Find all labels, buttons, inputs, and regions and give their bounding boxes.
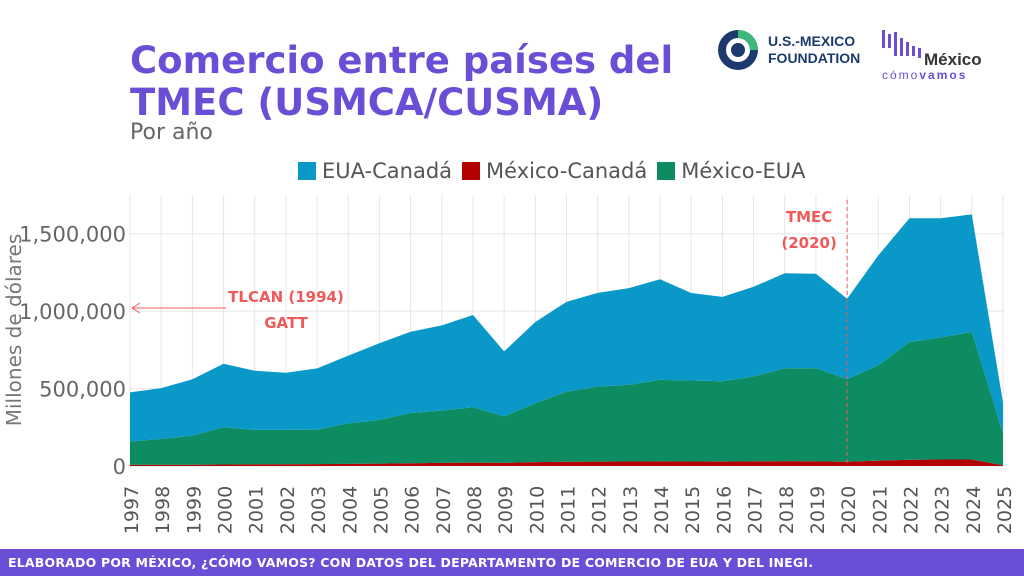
x-tick-label: 2016 — [713, 486, 735, 534]
legend-item-mexico-canada[interactable]: México-Canadá — [462, 159, 647, 183]
annotation-tmec-year: (2020) — [781, 234, 836, 252]
us-mexico-foundation-logo: U.S.-MEXICO FOUNDATION — [716, 28, 860, 72]
x-tick-label: 2022 — [900, 486, 922, 534]
x-tick-label: 2014 — [651, 486, 673, 534]
x-tick-label: 2013 — [620, 486, 642, 534]
usmx-logo-line1: U.S.-MEXICO — [768, 33, 856, 49]
tlcan-arrow-head — [131, 302, 141, 314]
area-mexico-canada — [130, 459, 1003, 466]
mcv-logo-sub-b: vamos — [919, 68, 968, 82]
x-tick-label: 2019 — [807, 486, 829, 534]
x-tick-label: 2024 — [963, 486, 985, 534]
legend-swatch-eua-canada — [298, 162, 316, 180]
legend-label-mexico-eua: México-EUA — [681, 159, 806, 183]
page-subtitle: Por año — [130, 120, 213, 145]
x-tick-label: 2005 — [370, 486, 392, 534]
x-tick-label: 2012 — [589, 486, 611, 534]
legend-label-mexico-canada: México-Canadá — [486, 159, 648, 183]
x-tick-label: 1998 — [152, 486, 174, 534]
chart-legend: EUA-Canadá México-Canadá México-EUA — [298, 157, 816, 185]
x-tick-label: 2009 — [495, 486, 517, 534]
x-tick-label: 2011 — [558, 486, 580, 534]
x-tick-label: 2000 — [215, 486, 237, 534]
area-mexico-eua — [130, 332, 1003, 466]
y-tick-label: 1,500,000 — [19, 223, 126, 247]
mcv-logo-sub: cómovamos — [882, 68, 967, 82]
x-tick-label: 2020 — [838, 486, 860, 534]
legend-item-mexico-eua[interactable]: México-EUA — [657, 159, 806, 183]
x-tick-label: 2010 — [526, 486, 548, 534]
x-tick-label: 2004 — [339, 486, 361, 534]
usmx-logo-line2: FOUNDATION — [768, 50, 861, 66]
page-title: Comercio entre países del TMEC (USMCA/CU… — [130, 39, 674, 124]
x-tick-label: 2003 — [308, 486, 330, 534]
y-tick-label: 500,000 — [39, 378, 126, 402]
x-tick-label: 2001 — [246, 486, 268, 534]
y-tick-label: 1,000,000 — [19, 300, 126, 324]
mexico-como-vamos-bars-icon — [882, 30, 921, 58]
annotation-gatt: GATT — [264, 314, 308, 332]
legend-label-eua-canada: EUA-Canadá — [322, 159, 453, 183]
x-tick-label: 2017 — [745, 486, 767, 534]
annotation-tmec: TMEC — [786, 208, 832, 226]
legend-swatch-mexico-canada — [462, 162, 481, 180]
legend-swatch-mexico-eua — [657, 162, 676, 180]
x-tick-label: 2021 — [869, 486, 891, 534]
source-footer: ELABORADO POR MÉXICO, ¿CÓMO VAMOS? CON D… — [0, 549, 1024, 576]
area-eua-canada — [130, 214, 1003, 442]
x-tick-label: 2007 — [433, 486, 455, 534]
legend-item-eua-canada[interactable]: EUA-Canadá — [298, 159, 452, 183]
x-tick-label: 2006 — [402, 486, 424, 534]
y-axis-label: Millones de dólares — [2, 234, 26, 427]
y-tick-label: 0 — [113, 455, 126, 479]
x-tick-label: 2015 — [682, 486, 704, 534]
x-tick-label: 2002 — [277, 486, 299, 534]
x-tick-label: 2008 — [464, 486, 486, 534]
x-tick-label: 2023 — [932, 486, 954, 534]
x-tick-label: 1997 — [121, 486, 143, 534]
annotation-tlcan: TLCAN (1994) — [228, 288, 344, 306]
mcv-logo-name: México — [924, 50, 982, 69]
us-mexico-foundation-icon — [718, 30, 758, 70]
x-tick-label: 1999 — [183, 486, 205, 534]
mcv-logo-sub-a: cómo — [882, 68, 920, 82]
x-tick-label: 2018 — [776, 486, 798, 534]
x-tick-label: 2025 — [994, 486, 1016, 534]
mexico-como-vamos-logo: México cómovamos — [880, 28, 995, 84]
